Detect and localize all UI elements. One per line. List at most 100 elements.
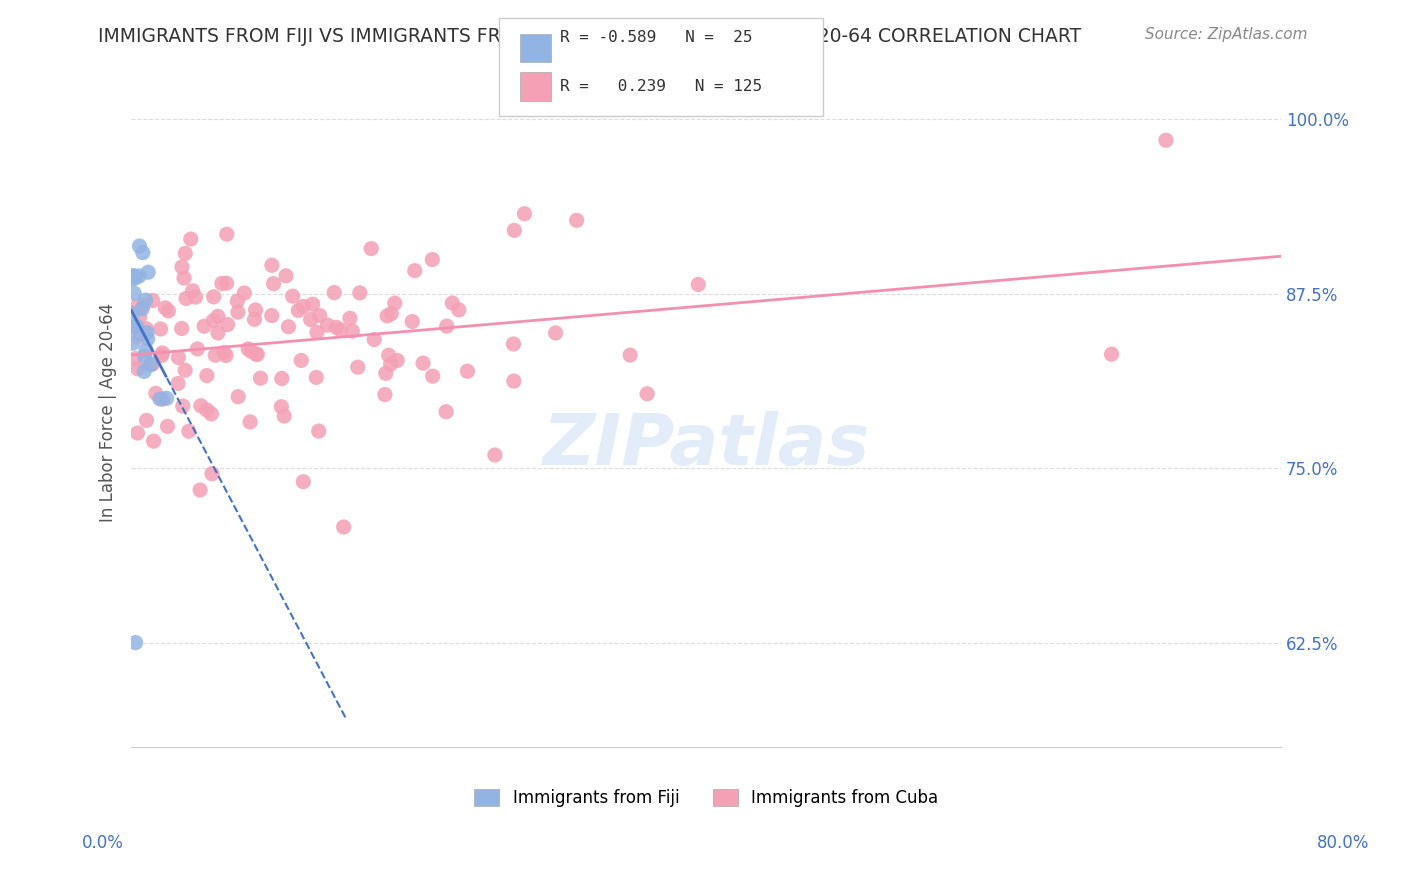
Point xyxy=(155,301,177,315)
Point xyxy=(305,370,328,384)
Point xyxy=(211,277,233,291)
Point xyxy=(149,392,172,406)
Point xyxy=(375,309,398,323)
Point xyxy=(202,313,225,327)
Text: Source: ZipAtlas.com: Source: ZipAtlas.com xyxy=(1144,27,1308,42)
Point xyxy=(380,357,402,371)
Point xyxy=(152,346,174,360)
Point xyxy=(544,326,567,340)
Point xyxy=(308,309,330,323)
Point xyxy=(422,369,444,384)
Point xyxy=(377,348,399,362)
Point xyxy=(139,358,162,372)
Point xyxy=(155,392,177,406)
Point xyxy=(503,223,526,237)
Point xyxy=(132,298,155,312)
Point xyxy=(239,415,262,429)
Point xyxy=(121,336,143,351)
Point xyxy=(420,252,443,267)
Point xyxy=(195,402,218,417)
Point xyxy=(273,409,295,423)
Point xyxy=(688,277,710,292)
Point xyxy=(270,400,292,414)
Text: ZIPatlas: ZIPatlas xyxy=(543,411,870,480)
Point xyxy=(139,357,162,371)
Point xyxy=(207,310,229,324)
Point xyxy=(363,333,385,347)
Point xyxy=(401,314,423,328)
Point xyxy=(150,348,173,362)
Point xyxy=(484,448,506,462)
Point xyxy=(142,434,165,449)
Text: 80.0%: 80.0% xyxy=(1316,834,1369,852)
Point xyxy=(167,351,190,365)
Point xyxy=(188,483,211,497)
Point xyxy=(325,320,347,334)
Point xyxy=(190,399,212,413)
Point xyxy=(412,356,434,370)
Point xyxy=(193,319,215,334)
Point xyxy=(136,265,159,279)
Point xyxy=(121,307,143,321)
Point xyxy=(136,332,159,346)
Point xyxy=(212,345,235,359)
Point xyxy=(287,303,309,318)
Point xyxy=(122,268,145,283)
Point xyxy=(128,310,150,324)
Point xyxy=(245,302,267,317)
Point xyxy=(342,324,364,338)
Point xyxy=(245,347,267,361)
Point xyxy=(447,302,470,317)
Point xyxy=(349,285,371,300)
Point xyxy=(243,312,266,326)
Text: R =   0.239   N = 125: R = 0.239 N = 125 xyxy=(560,79,762,94)
Point xyxy=(135,322,157,336)
Point xyxy=(124,351,146,366)
Point xyxy=(619,348,641,362)
Point xyxy=(292,299,315,313)
Point xyxy=(180,232,202,246)
Point xyxy=(170,321,193,335)
Point xyxy=(387,353,409,368)
Point xyxy=(226,305,249,319)
Point xyxy=(156,419,179,434)
Point xyxy=(128,239,150,253)
Point xyxy=(124,270,146,285)
Point xyxy=(513,207,536,221)
Point xyxy=(332,520,354,534)
Point xyxy=(434,405,457,419)
Point xyxy=(1154,133,1177,147)
Point xyxy=(142,293,165,308)
Point xyxy=(122,272,145,286)
Point xyxy=(173,271,195,285)
Point xyxy=(217,318,239,332)
Point xyxy=(360,242,382,256)
Point xyxy=(200,407,222,421)
Point xyxy=(249,371,271,385)
Point xyxy=(374,367,396,381)
Point xyxy=(329,323,352,337)
Point xyxy=(299,312,322,326)
Point xyxy=(170,260,193,274)
Legend: Immigrants from Fiji, Immigrants from Cuba: Immigrants from Fiji, Immigrants from Cu… xyxy=(468,782,945,814)
Point xyxy=(127,299,149,313)
Point xyxy=(240,344,263,359)
Point xyxy=(305,326,328,340)
Point xyxy=(134,364,156,378)
Point xyxy=(226,294,249,309)
Point xyxy=(316,318,339,332)
Point xyxy=(142,357,165,371)
Point xyxy=(152,392,174,406)
Point xyxy=(186,342,208,356)
Point xyxy=(384,296,406,310)
Point xyxy=(135,293,157,307)
Point xyxy=(127,330,149,344)
Point xyxy=(308,424,330,438)
Point xyxy=(174,246,197,260)
Point xyxy=(215,277,238,291)
Point xyxy=(207,326,229,340)
Point xyxy=(122,286,145,301)
Point xyxy=(129,327,152,342)
Point xyxy=(184,290,207,304)
Point xyxy=(202,290,225,304)
